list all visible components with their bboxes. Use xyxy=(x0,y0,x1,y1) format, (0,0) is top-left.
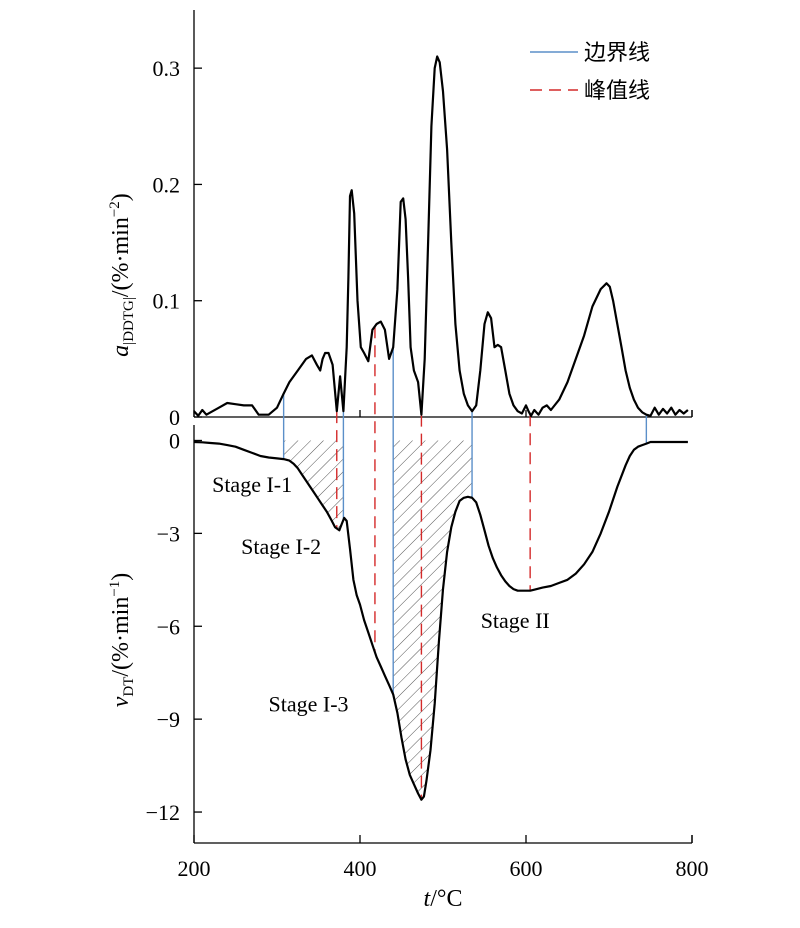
x-tick-label-1: 400 xyxy=(344,856,377,881)
top-y-tick-label-3: 0.3 xyxy=(153,56,181,81)
stage-label-4: Stage II xyxy=(481,608,550,633)
bottom-y-tick-label-3: −9 xyxy=(157,707,180,732)
bottom-y-tick-label-1: −3 xyxy=(157,521,180,546)
x-tick-label-0: 200 xyxy=(178,856,211,881)
x-tick-label-3: 800 xyxy=(676,856,709,881)
stage-label-2: Stage I-2 xyxy=(241,534,321,559)
guide-lines xyxy=(282,326,648,800)
top-y-tick-label-1: 0.1 xyxy=(153,289,181,314)
bottom-y-tick-label-0: 0 xyxy=(169,428,180,453)
stage-label-3: Stage I-3 xyxy=(269,692,349,717)
hatched-region-1 xyxy=(283,440,344,531)
top-y-axis-title: a|DDTG|/(%·min−2) xyxy=(107,193,137,357)
bottom-y-axis-title: vDT/(%·min−1) xyxy=(107,573,137,708)
hatched-regions xyxy=(283,440,473,800)
legend-boundary-label: 边界线 xyxy=(584,41,650,66)
top-y-tick-label-0: 0 xyxy=(169,405,180,430)
dtg-curve xyxy=(193,440,688,801)
legend: 边界线 峰值线 xyxy=(530,41,650,104)
ddtg-curve xyxy=(193,55,689,417)
x-tick-label-2: 600 xyxy=(510,856,543,881)
hatched-region-2 xyxy=(393,440,473,800)
bottom-y-tick-label-4: −12 xyxy=(146,800,180,825)
bottom-y-tick-label-2: −6 xyxy=(157,614,180,639)
axis-ticks: 0 0.1 0.2 0.3 0 −3 −6 −9 −12 200 400 600 800 xyxy=(146,56,709,881)
stage-labels: Stage I-1 Stage I-2 Stage I-3 Stage II xyxy=(212,472,550,717)
data-curves xyxy=(193,55,689,801)
x-axis-title: t/°C xyxy=(424,886,463,912)
stage-label-1: Stage I-1 xyxy=(212,472,292,497)
legend-peak-label: 峰值线 xyxy=(584,79,650,104)
top-y-tick-label-2: 0.2 xyxy=(153,172,181,197)
